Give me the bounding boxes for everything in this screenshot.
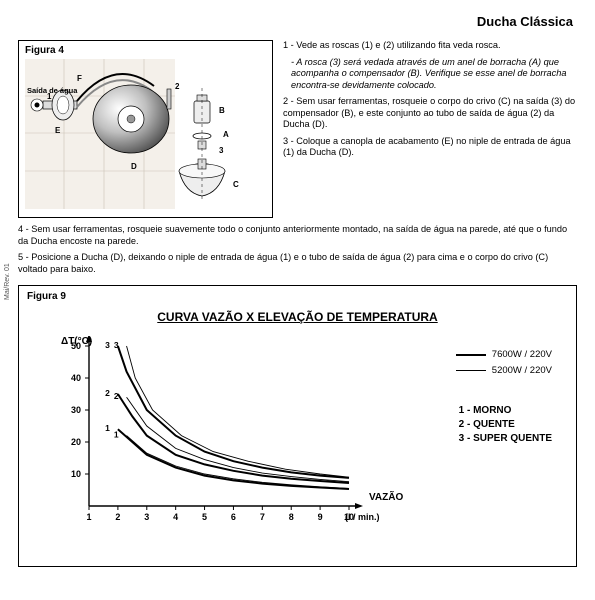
figure-4: Figura 4	[18, 40, 273, 218]
legend-series-1: 7600W / 220V	[456, 348, 552, 361]
instructions-right: 1 - Vede as roscas (1) e (2) utilizando …	[283, 40, 577, 218]
svg-text:40: 40	[71, 373, 81, 383]
svg-text:ΔT(°C): ΔT(°C)	[61, 336, 92, 347]
svg-text:30: 30	[71, 405, 81, 415]
legend-s1-label: 7600W / 220V	[492, 348, 552, 361]
svg-text:8: 8	[289, 512, 294, 522]
instructions-below: 4 - Sem usar ferramentas, rosqueie suave…	[18, 224, 577, 275]
figure-4-illustration: Saída de água F E 1 2 A B 3 C D	[19, 41, 274, 219]
legend-series-2: 5200W / 220V	[456, 364, 552, 377]
svg-text:7: 7	[260, 512, 265, 522]
svg-text:3: 3	[105, 340, 110, 350]
svg-text:9: 9	[318, 512, 323, 522]
svg-text:Saída de água: Saída de água	[27, 86, 78, 95]
svg-text:A: A	[223, 130, 229, 139]
chart-power-labels: 1 - MORNO 2 - QUENTE 3 - SUPER QUENTE	[459, 404, 552, 446]
power-2: 2 - QUENTE	[459, 418, 552, 432]
chart-legend: 7600W / 220V 5200W / 220V	[456, 348, 552, 381]
svg-text:C: C	[233, 180, 239, 189]
swatch-thin	[456, 370, 486, 371]
revision-label: Mai/Rev. 01	[4, 263, 11, 300]
svg-text:3: 3	[144, 512, 149, 522]
instr-2: 2 - Sem usar ferramentas, rosqueie o cor…	[283, 96, 577, 131]
svg-text:2: 2	[105, 388, 110, 398]
svg-text:5: 5	[202, 512, 207, 522]
instr-3: 3 - Coloque a canopla de acabamento (E) …	[283, 136, 577, 159]
top-section: Figura 4	[18, 40, 577, 218]
instr-4: 4 - Sem usar ferramentas, rosqueie suave…	[18, 224, 577, 247]
svg-text:D: D	[131, 162, 137, 171]
chart-title: CURVA VAZÃO X ELEVAÇÃO DE TEMPERATURA	[19, 310, 576, 324]
chart: 504030201012345678910ΔT(°C)VAZÃO(l / min…	[19, 336, 576, 556]
svg-text:B: B	[219, 106, 225, 115]
svg-text:1: 1	[105, 423, 110, 433]
svg-text:4: 4	[173, 512, 178, 522]
svg-text:2: 2	[114, 391, 119, 401]
instr-5: 5 - Posicione a Ducha (D), deixando o ni…	[18, 252, 577, 275]
svg-text:2: 2	[175, 82, 180, 91]
legend-s2-label: 5200W / 220V	[492, 364, 552, 377]
svg-text:20: 20	[71, 437, 81, 447]
svg-text:3: 3	[219, 146, 224, 155]
page-title: Ducha Clássica	[477, 14, 573, 29]
figure-9: Figura 9 CURVA VAZÃO X ELEVAÇÃO DE TEMPE…	[18, 285, 577, 567]
svg-text:F: F	[77, 74, 82, 83]
svg-text:1: 1	[47, 92, 52, 101]
svg-text:1: 1	[86, 512, 91, 522]
power-3: 3 - SUPER QUENTE	[459, 432, 552, 446]
power-1: 1 - MORNO	[459, 404, 552, 418]
swatch-thick	[456, 354, 486, 356]
svg-text:2: 2	[115, 512, 120, 522]
svg-text:10: 10	[71, 469, 81, 479]
svg-text:6: 6	[231, 512, 236, 522]
svg-text:(l / min.): (l / min.)	[345, 512, 380, 522]
figure-9-label: Figura 9	[27, 291, 66, 302]
svg-text:1: 1	[114, 430, 119, 440]
svg-text:VAZÃO: VAZÃO	[369, 490, 403, 503]
instr-note: - A rosca (3) será vedada através de um …	[291, 57, 577, 92]
svg-text:E: E	[55, 126, 61, 135]
instr-1: 1 - Vede as roscas (1) e (2) utilizando …	[283, 40, 577, 52]
